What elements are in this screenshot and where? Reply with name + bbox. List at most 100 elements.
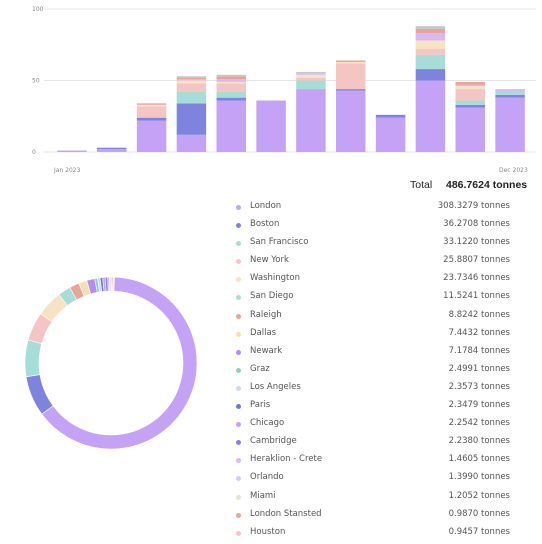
donut-slice [112,276,115,292]
legend-city-value: 7.4432 tonnes [448,327,510,338]
legend-row: Miami 1.2052 tonnes [236,490,536,508]
legend-color-dot [236,440,241,446]
bar-segment [415,49,446,55]
legend-city-name: Orlando [250,472,284,483]
legend-color-dot [236,241,241,247]
x-axis-start-label: Jan 2023 [53,167,81,174]
bar-segment [336,89,366,91]
legend-city-value: 0.9457 tonnes [448,526,510,537]
legend-color-dot [236,259,241,265]
bar-segment [455,107,485,152]
legend-row: Los Angeles 2.3573 tonnes [236,381,536,399]
bar-segment [136,106,167,118]
legend-city-name: Newark [250,345,283,356]
legend-color-dot [236,458,241,464]
legend-city-name: Chicago [250,418,285,429]
legend-row: Paris 2.3479 tonnes [236,399,536,417]
legend-row: San Francisco 33.1220 tonnes [236,236,536,254]
total-value: 486.7624 tonnes [446,179,528,191]
legend-row: Dallas 7.4432 tonnes [236,327,536,345]
bar-segment [495,91,525,95]
monthly-stacked-bar-chart: 0 50 100 Jan 2023 Dec 2023 [32,6,536,174]
legend-city-value: 2.2380 tonnes [448,436,510,447]
bar-segment [176,76,207,78]
legend-city-value: 2.3479 tonnes [448,400,510,411]
bar-segment [216,81,246,84]
bar-segment [415,69,446,81]
legend-color-dot [236,349,241,355]
bar-segment [97,147,127,150]
bar-segment [176,79,207,81]
legend-color-dot [236,295,241,301]
bar-segment [136,103,167,105]
bar-segment [216,76,246,80]
legend-city-name: London Stansted [250,508,322,519]
legend-color-dot [236,422,241,428]
legend-row: New York 25.8807 tonnes [236,254,536,272]
legend-city-value: 1.2052 tonnes [448,490,510,501]
legend-color-dot [236,277,241,283]
bar-segment [415,80,446,152]
legend-row: London 308.3279 tonnes [236,200,536,218]
bar-segment [216,83,246,92]
bar-segment [216,74,246,77]
legend-color-dot [236,331,241,337]
legend-city-value: 1.4605 tonnes [448,454,510,465]
bar-segment [296,89,326,152]
bar-segment [296,80,326,90]
legend-city-value: 308.3279 tonnes [437,201,510,211]
legend-city-value: 25.8807 tonnes [443,255,510,266]
legend-color-dot [236,205,241,210]
legend-city-value: 8.8242 tonnes [448,309,510,320]
bar-segment [256,100,286,152]
bar-segment [455,89,485,101]
bar-segment [495,89,525,92]
legend-row: Heraklion - Crete 1.4605 tonnes [236,453,536,471]
bar-segment [176,103,207,135]
bar-segment [296,77,326,81]
legend-color-dot [236,223,241,229]
legend-city-name: Washington [250,273,300,284]
legend-row: Cambridge 2.2380 tonnes [236,435,536,453]
bar-segment [336,90,366,152]
bar-segment [455,81,485,85]
legend-row: London Stansted 0.9870 tonnes [236,508,536,526]
bar-segment [216,100,246,152]
legend-city-name: Dallas [250,327,277,338]
bar-segment [415,26,446,30]
legend-color-dot [236,367,241,373]
legend-row: Houston 0.9457 tonnes [236,526,536,544]
bar-segment [495,94,525,98]
bar-segment [455,104,485,108]
legend-row: Newark 7.1784 tonnes [236,345,536,363]
bar-segment [176,80,207,84]
bar-segment [375,114,406,118]
y-tick-label: 100 [32,6,44,13]
legend-city-value: 11.5241 tonnes [443,291,510,302]
donut-slice [24,339,43,378]
legend-city-name: London [250,201,282,211]
legend-city-name: San Francisco [250,237,309,248]
legend-city-name: Boston [250,219,280,230]
bar-segment [336,63,366,90]
legend-color-dot [236,385,241,391]
legend-color-dot [236,494,241,500]
legend-city-value: 2.4991 tonnes [448,363,510,374]
bar-segment [176,77,207,80]
city-legend: London 308.3279 tonnes Boston 36.2708 tonne… [236,200,536,544]
bar-segment [415,40,446,50]
legend-city-name: Miami [250,490,276,501]
legend-city-name: Heraklion - Crete [250,454,323,465]
legend-city-value: 36.2708 tonnes [443,219,510,230]
bar-segment [136,117,167,121]
legend-row: Raleigh 8.8242 tonnes [236,309,536,327]
legend-city-value: 33.1220 tonnes [443,237,510,248]
legend-city-value: 23.7346 tonnes [443,273,510,284]
legend-row: Orlando 1.3990 tonnes [236,471,536,489]
bar-segment [97,149,127,152]
bar-segment [495,97,525,152]
bar-segment [296,71,326,74]
bar-segment [176,134,207,152]
legend-color-dot [236,476,241,482]
bar-segment [415,33,446,41]
